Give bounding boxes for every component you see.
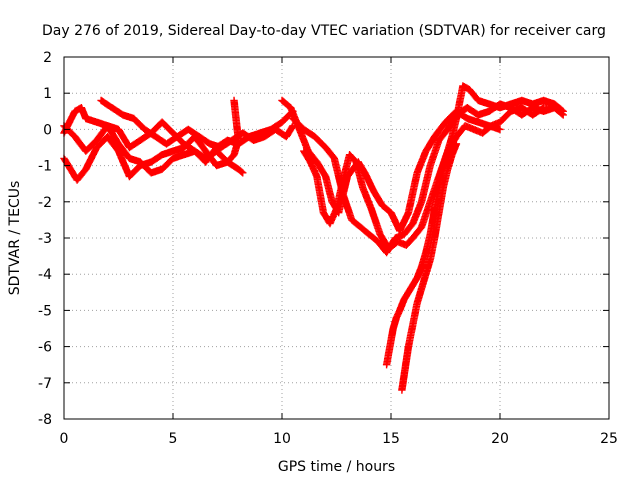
y-tick-labels: 2 1 0 -1 -2 -3 -4 -5 -6 -7 -8	[38, 50, 52, 428]
series-marks	[289, 100, 567, 257]
chart-title: Day 276 of 2019, Sidereal Day-to-day VTE…	[42, 23, 606, 39]
y-tick-label: -3	[38, 231, 52, 247]
series-track-9	[398, 140, 461, 394]
x-tick-label: 15	[382, 431, 400, 447]
series-marks	[382, 82, 567, 369]
x-tick-label: 25	[600, 431, 618, 447]
y-tick-label: -8	[38, 412, 52, 428]
y-tick-label: -7	[38, 376, 52, 392]
y-tick-label: 2	[43, 50, 52, 66]
x-tick-label: 0	[60, 431, 69, 447]
data-marks	[60, 82, 567, 394]
series-marks	[398, 140, 461, 394]
x-tick-label: 5	[169, 431, 178, 447]
x-tick-label: 20	[491, 431, 509, 447]
x-tick-labels: 0 5 10 15 20 25	[60, 431, 618, 447]
x-axis-label: GPS time / hours	[278, 459, 395, 475]
series-track-8	[382, 82, 567, 369]
y-axis-label: SDTVAR / TECUs	[7, 181, 23, 296]
series-track-6	[289, 100, 567, 257]
axis-ticks	[63, 56, 610, 420]
y-tick-label: -2	[38, 195, 52, 211]
x-tick-label: 10	[273, 431, 291, 447]
y-tick-label: -1	[38, 159, 52, 175]
series-marks	[97, 96, 297, 152]
y-tick-label: -6	[38, 340, 52, 356]
series-track-4	[97, 96, 297, 152]
y-tick-label: -4	[38, 267, 52, 283]
series-track-2	[60, 132, 247, 184]
y-tick-label: 1	[43, 86, 52, 102]
series-marks	[60, 132, 247, 184]
y-tick-label: -5	[38, 303, 52, 319]
y-tick-label: 0	[43, 122, 52, 138]
